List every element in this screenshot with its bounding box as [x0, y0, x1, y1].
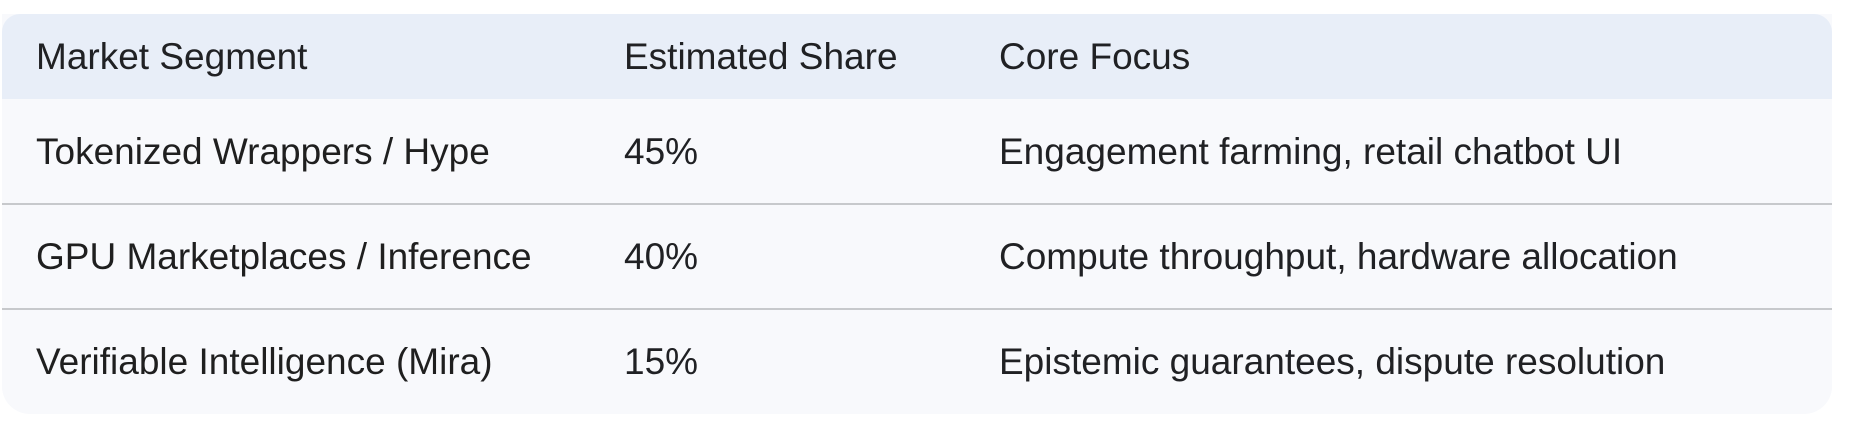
market-segment-cell: Tokenized Wrappers / Hype [36, 130, 490, 172]
estimated-share-cell: 45% [624, 130, 699, 172]
estimated-share-cell: 40% [624, 236, 699, 277]
header-core-focus: Core Focus [999, 36, 1191, 77]
header-estimated-share: Estimated Share [624, 36, 898, 77]
table-row: GPU Marketplaces / Inference 40% Compute… [2, 203, 1832, 308]
core-focus-cell: Epistemic guarantees, dispute resolution [999, 341, 1666, 382]
header-market-segment: Market Segment [36, 36, 308, 77]
table-row: Tokenized Wrappers / Hype 45% Engagement… [2, 99, 1832, 203]
table-header: Market Segment Estimated Share Core Focu… [2, 14, 1832, 99]
table-row: Verifiable Intelligence (Mira) 15% Epist… [2, 308, 1832, 413]
market-segment-cell: Verifiable Intelligence (Mira) [36, 341, 493, 382]
market-segment-cell: GPU Marketplaces / Inference [36, 236, 532, 277]
market-share-table: Market Segment Estimated Share Core Focu… [2, 14, 1832, 414]
core-focus-cell: Compute throughput, hardware allocation [999, 236, 1678, 277]
core-focus-cell: Engagement farming, retail chatbot UI [999, 130, 1623, 172]
estimated-share-cell: 15% [624, 341, 699, 382]
